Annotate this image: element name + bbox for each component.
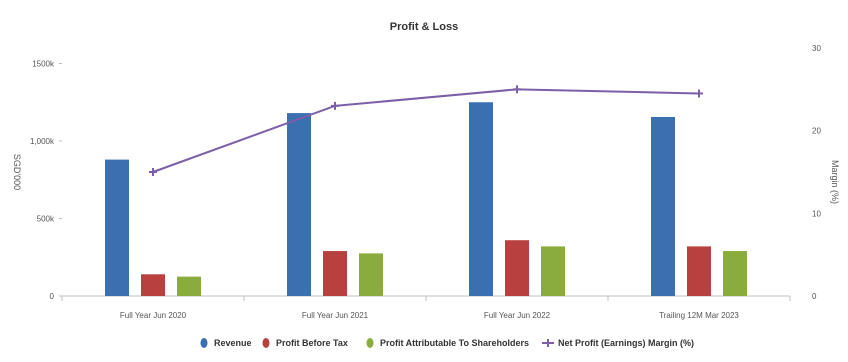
right-tick-label: 30 (812, 44, 821, 53)
bar-series (105, 102, 747, 296)
bar-profit-before-tax[interactable] (141, 274, 165, 296)
right-tick-label: 0 (812, 292, 817, 301)
legend-item[interactable]: Net Profit (Earnings) Margin (%) (542, 338, 694, 348)
left-tick-label: 0 (50, 292, 55, 301)
bar-profit-before-tax[interactable] (687, 246, 711, 296)
left-tick-label: 1,000k (30, 137, 55, 146)
bar-revenue[interactable] (469, 102, 493, 296)
bar-profit-attributable-to-shareholders[interactable] (359, 253, 383, 296)
x-tick-label: Trailing 12M Mar 2023 (659, 311, 739, 320)
left-axis-ticks: 0 500k 1,000k 1500k (30, 60, 62, 301)
legend-swatch (200, 338, 208, 348)
right-tick-label: 20 (812, 127, 821, 136)
margin-line-series (149, 85, 703, 176)
right-axis-ticks: 0 10 20 30 (812, 44, 821, 301)
x-tick-label: Full Year Jun 2021 (302, 311, 369, 320)
bar-profit-before-tax[interactable] (323, 251, 347, 296)
legend-item[interactable]: Profit Before Tax (262, 338, 348, 348)
right-tick-label: 10 (812, 209, 821, 218)
margin-line (152, 88, 700, 173)
bar-revenue[interactable] (287, 113, 311, 296)
bar-profit-before-tax[interactable] (505, 240, 529, 296)
legend-item[interactable]: Profit Attributable To Shareholders (366, 338, 530, 348)
legend-label: Profit Attributable To Shareholders (380, 338, 529, 348)
legend-label: Net Profit (Earnings) Margin (%) (558, 338, 694, 348)
legend-label: Profit Before Tax (276, 338, 348, 348)
legend[interactable]: Revenue Profit Before Tax Profit Attributa… (200, 338, 695, 348)
bar-revenue[interactable] (105, 159, 129, 296)
bar-revenue[interactable] (651, 116, 675, 296)
bar-profit-attributable-to-shareholders[interactable] (541, 246, 565, 296)
bar-profit-attributable-to-shareholders[interactable] (177, 276, 201, 296)
right-axis-title: Margin (%) (830, 160, 840, 204)
bar-profit-attributable-to-shareholders[interactable] (723, 251, 747, 296)
legend-swatch (262, 338, 270, 348)
legend-swatch (366, 338, 374, 348)
left-axis-title: SGD'000 (12, 154, 22, 190)
x-axis-ticks: Full Year Jun 2020 Full Year Jun 2021 Full… (61, 295, 791, 320)
left-tick-label: 1500k (32, 60, 55, 69)
x-tick-label: Full Year Jun 2022 (484, 311, 551, 320)
legend-label: Revenue (214, 338, 252, 348)
legend-item[interactable]: Revenue (200, 338, 252, 348)
chart-title: Profit & Loss (390, 21, 458, 33)
left-tick-label: 500k (37, 215, 55, 224)
x-tick-label: Full Year Jun 2020 (120, 311, 187, 320)
